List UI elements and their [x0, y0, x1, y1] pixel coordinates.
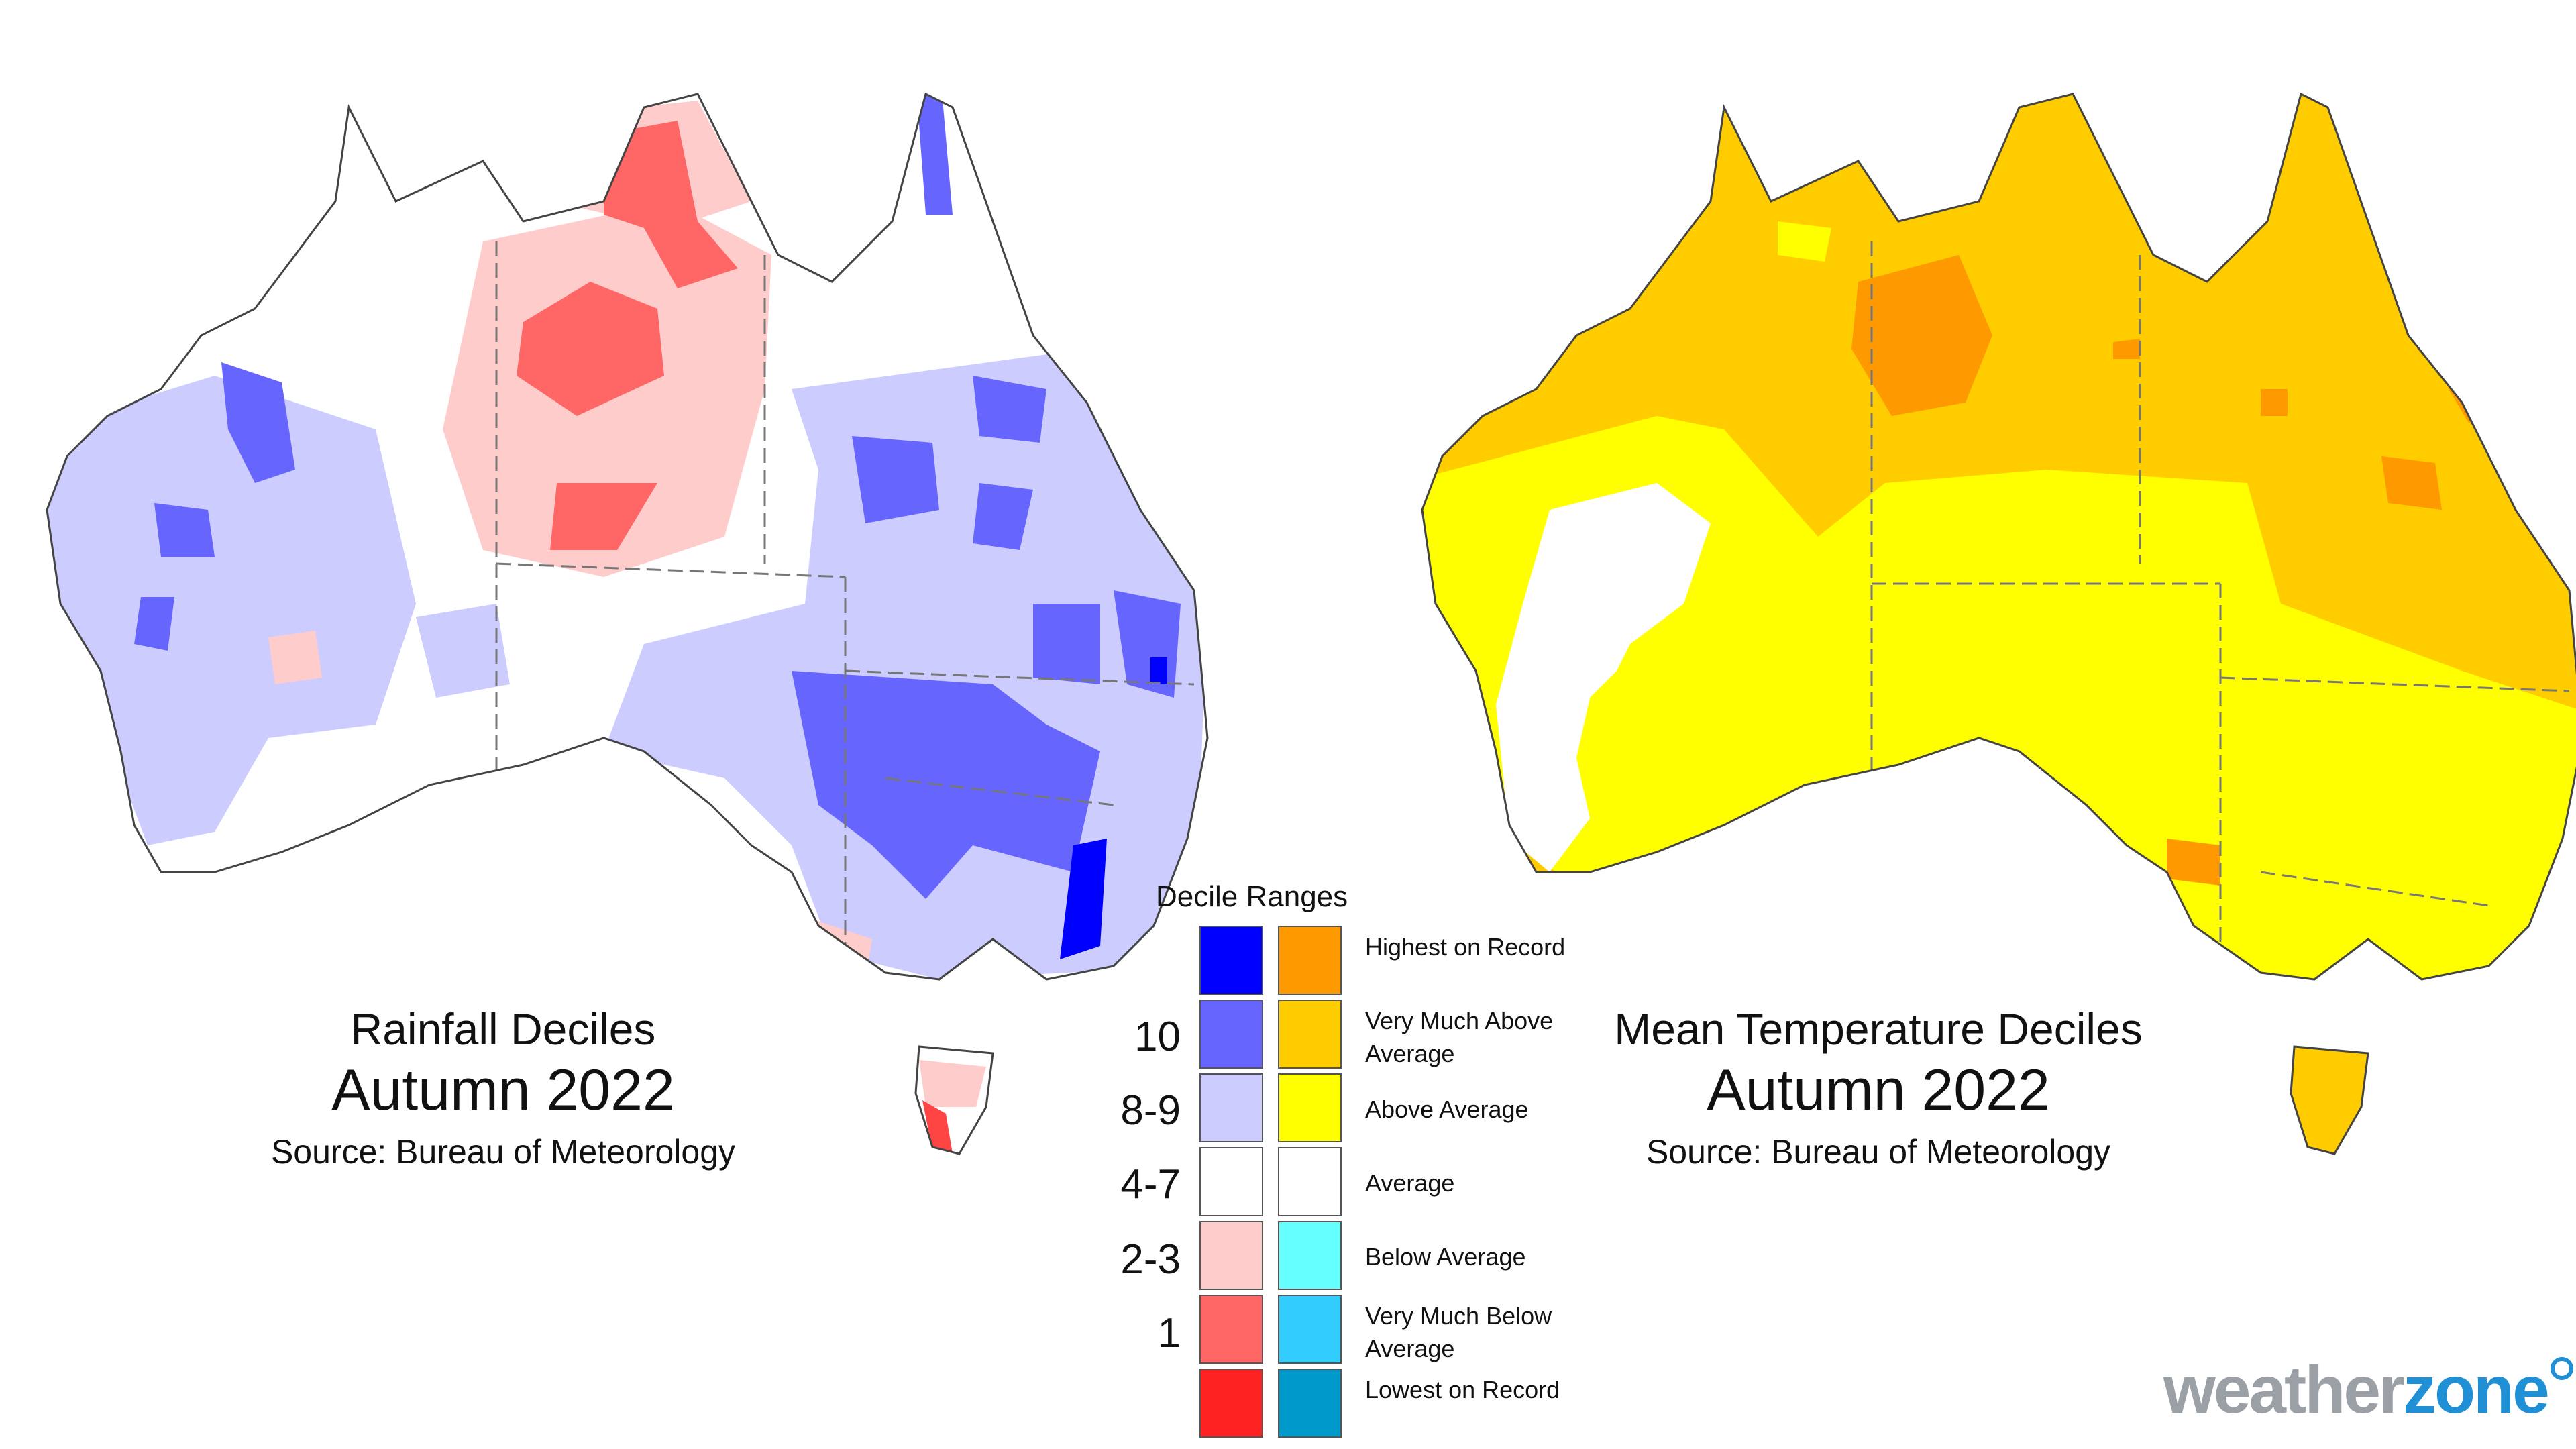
decile-label-10: 10 — [1134, 1014, 1181, 1060]
temp-swatch — [1278, 1295, 1342, 1364]
temp-swatch — [1278, 1073, 1342, 1142]
rain-swatch — [1199, 1147, 1263, 1216]
rain-swatch — [1199, 1073, 1263, 1142]
rainfall-map — [46, 93, 1209, 1155]
weatherzone-logo: weatherzone — [2163, 1352, 2573, 1429]
logo-text-weather: weather — [2163, 1352, 2405, 1428]
rain-swatch — [1199, 1295, 1263, 1364]
temp-swatch — [1278, 1147, 1342, 1216]
logo-ring-icon — [2550, 1357, 2573, 1380]
legend-category-label: Lowest on Record — [1365, 1376, 1560, 1403]
temperature-period: Autumn 2022 — [1707, 1058, 2050, 1123]
temperature-map — [1421, 93, 2576, 1155]
decile-label-4-7: 4-7 — [1120, 1161, 1181, 1208]
legend-category-label: Highest on Record — [1365, 933, 1566, 961]
decile-label-8-9: 8-9 — [1120, 1087, 1181, 1134]
decile-label-1: 1 — [1157, 1310, 1181, 1356]
legend-category-label: Very Much Above Average — [1365, 1007, 1554, 1067]
legend-category-label: Below Average — [1365, 1243, 1526, 1271]
rainfall-caption: Rainfall Deciles Autumn 2022 Source: Bur… — [168, 1003, 839, 1174]
rainfall-period: Autumn 2022 — [331, 1058, 675, 1123]
rainfall-source: Source: Bureau of Meteorology — [270, 1133, 736, 1171]
temp-swatch — [1278, 1368, 1342, 1438]
legend-title: Decile Ranges — [1156, 880, 1348, 913]
temperature-source: Source: Bureau of Meteorology — [1646, 1133, 2111, 1171]
temp-swatch — [1278, 926, 1342, 995]
temperature-caption: Mean Temperature Deciles Autumn 2022 Sou… — [1543, 1003, 2214, 1174]
temp-swatch — [1278, 1000, 1342, 1069]
rain-swatch — [1199, 1221, 1263, 1290]
legend-category-label: Above Average — [1365, 1095, 1529, 1123]
temperature-title: Mean Temperature Deciles — [1614, 1004, 2143, 1054]
legend-category-label: Average — [1365, 1169, 1455, 1197]
logo-text-zone: zone — [2402, 1352, 2550, 1428]
rain-swatch — [1199, 1368, 1263, 1438]
rain-swatch — [1199, 926, 1263, 995]
rain-swatch — [1199, 1000, 1263, 1069]
temp-swatch — [1278, 1221, 1342, 1290]
rainfall-title: Rainfall Deciles — [350, 1004, 656, 1054]
legend-category-label: Very Much Below Average — [1365, 1302, 1552, 1362]
decile-label-2-3: 2-3 — [1120, 1236, 1181, 1283]
